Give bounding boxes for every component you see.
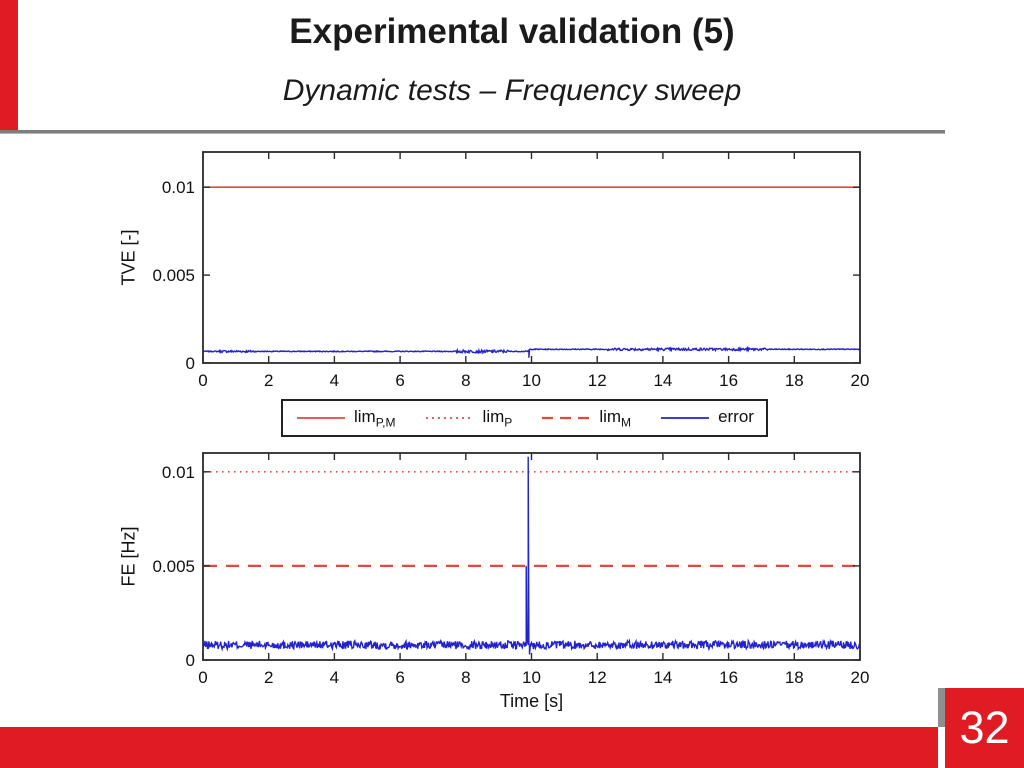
svg-text:18: 18 bbox=[785, 371, 804, 390]
slide-subtitle: Dynamic tests – Frequency sweep bbox=[282, 74, 742, 107]
svg-text:0.005: 0.005 bbox=[152, 557, 195, 576]
legend-label: error bbox=[718, 406, 754, 426]
svg-text:6: 6 bbox=[395, 668, 404, 687]
svg-text:0: 0 bbox=[186, 651, 195, 670]
svg-text:4: 4 bbox=[330, 371, 339, 390]
svg-text:0: 0 bbox=[198, 668, 207, 687]
svg-text:20: 20 bbox=[851, 668, 870, 687]
page-number-shadow bbox=[938, 688, 945, 727]
svg-text:4: 4 bbox=[330, 668, 339, 687]
tve-plot: 0 2 4 6 8 10 12 14 16 18 20 0 0.005 0.01 bbox=[152, 151, 870, 390]
svg-text:12: 12 bbox=[588, 668, 607, 687]
svg-text:0.01: 0.01 bbox=[162, 178, 195, 197]
svg-text:10: 10 bbox=[522, 371, 541, 390]
legend-item-lim-pm: limP,M bbox=[295, 407, 396, 429]
legend-item-error: error bbox=[659, 407, 754, 429]
svg-text:14: 14 bbox=[653, 371, 672, 390]
fe-plot: 0 2 4 6 8 10 12 14 16 18 20 0 0.005 0.01 bbox=[152, 452, 870, 687]
legend-item-lim-m: limM bbox=[540, 407, 631, 429]
svg-text:2: 2 bbox=[264, 371, 273, 390]
svg-text:10: 10 bbox=[522, 668, 541, 687]
legend-swatch-dotted-red bbox=[425, 417, 474, 419]
legend-label: limP bbox=[482, 406, 513, 430]
svg-text:16: 16 bbox=[719, 371, 738, 390]
svg-text:8: 8 bbox=[461, 668, 470, 687]
slide-title: Experimental validation (5) bbox=[289, 12, 735, 51]
legend-swatch-solid-red bbox=[297, 417, 345, 419]
svg-text:16: 16 bbox=[719, 668, 738, 687]
legend-item-lim-p: limP bbox=[424, 406, 513, 430]
svg-text:0: 0 bbox=[186, 354, 195, 373]
page-number: 32 bbox=[959, 702, 1010, 753]
svg-text:2: 2 bbox=[264, 668, 273, 687]
svg-text:18: 18 bbox=[785, 668, 804, 687]
time-axis-label: Time [s] bbox=[499, 691, 564, 711]
page-number-badge: 32 bbox=[945, 688, 1024, 768]
legend-label: limP,M bbox=[354, 406, 396, 430]
title-divider-line bbox=[0, 130, 945, 134]
accent-bottom-bar bbox=[0, 727, 938, 768]
svg-text:12: 12 bbox=[588, 371, 607, 390]
legend-swatch-solid-blue bbox=[661, 417, 710, 419]
svg-text:6: 6 bbox=[395, 371, 404, 390]
svg-text:0.005: 0.005 bbox=[152, 266, 195, 285]
svg-text:20: 20 bbox=[851, 371, 870, 390]
svg-text:14: 14 bbox=[653, 668, 672, 687]
plot-legend: limP,M limP limM error bbox=[281, 399, 768, 437]
accent-left-bar bbox=[0, 0, 18, 130]
legend-label: limM bbox=[599, 406, 632, 430]
svg-text:0: 0 bbox=[198, 371, 207, 390]
svg-text:8: 8 bbox=[461, 371, 470, 390]
legend-swatch-dashed-red bbox=[542, 416, 591, 420]
svg-text:0.01: 0.01 bbox=[162, 463, 195, 482]
